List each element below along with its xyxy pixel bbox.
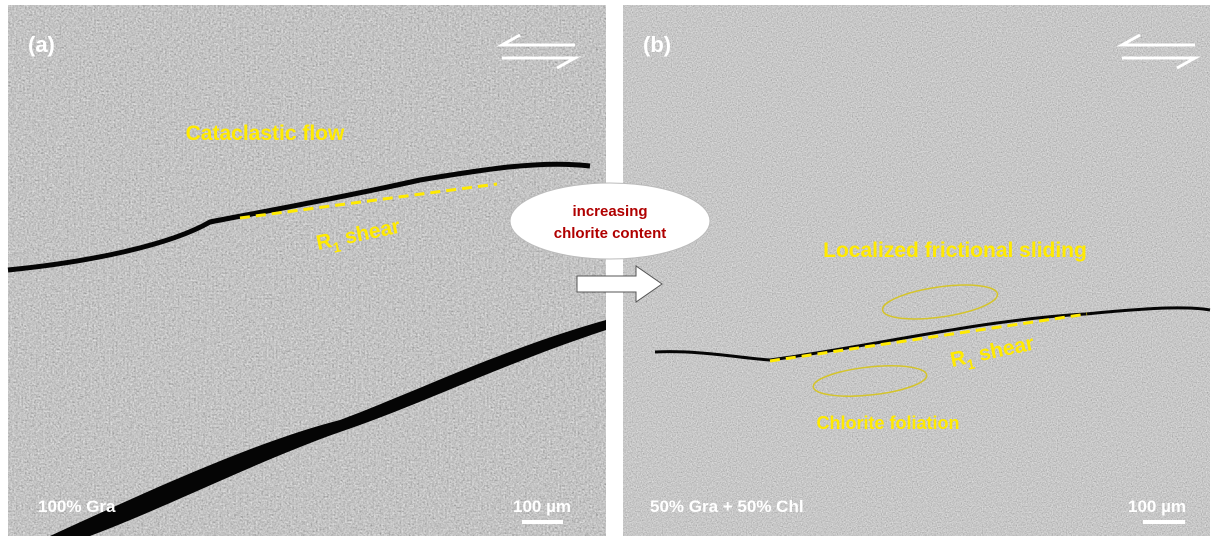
panel-b: (b) Localized frictional sliding R1shear…: [623, 5, 1210, 536]
scale-label: 100 µm: [1128, 497, 1186, 516]
panel-label: (a): [28, 32, 55, 57]
panel-a: (a) Cataclastic flow R1shear 100% Gra 10…: [8, 5, 606, 536]
micrograph-a: [8, 5, 606, 536]
regime-label: Cataclastic flow: [186, 122, 345, 145]
transition-text: increasing: [572, 203, 647, 220]
panel-label: (b): [643, 32, 671, 57]
scale-label: 100 µm: [513, 497, 571, 516]
regime-label: Localized frictional sliding: [823, 239, 1087, 262]
composition: 50% Gra + 50% Chl: [650, 497, 804, 516]
transition-bubble: [510, 183, 710, 259]
micrograph-b: [623, 5, 1210, 536]
transition-text: chlorite content: [554, 225, 667, 242]
composition: 100% Gra: [38, 497, 116, 516]
foliation-label: Chlorite foliation: [817, 413, 960, 433]
figure: (a) Cataclastic flow R1shear 100% Gra 10…: [0, 0, 1217, 536]
